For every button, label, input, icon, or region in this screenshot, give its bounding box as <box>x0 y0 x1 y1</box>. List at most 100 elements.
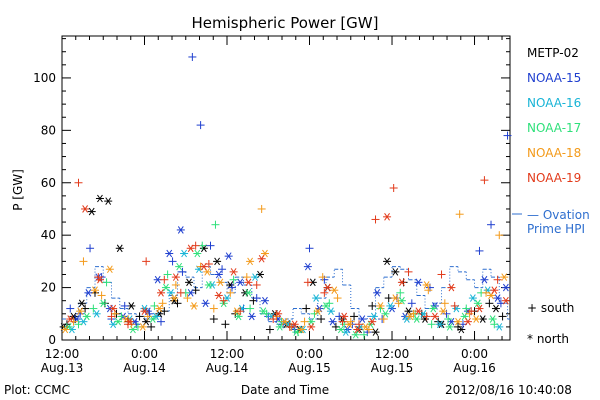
north-point <box>480 275 489 284</box>
north-point <box>414 307 423 315</box>
north-point <box>244 278 253 287</box>
star-d2 <box>194 249 201 258</box>
plot-frame <box>61 35 511 341</box>
north-point <box>176 226 185 234</box>
star-d2 <box>130 325 136 334</box>
south-point <box>142 257 151 266</box>
north-point <box>125 317 134 326</box>
south-point <box>89 304 98 313</box>
south-point <box>427 320 436 329</box>
north-point <box>105 265 114 274</box>
south-point <box>143 312 152 321</box>
north-point <box>203 268 212 276</box>
star-d2 <box>496 323 503 331</box>
north-point <box>439 307 448 315</box>
north-point <box>216 278 225 287</box>
south-point <box>160 275 169 284</box>
north-point <box>66 315 75 323</box>
star-d2 <box>479 315 486 323</box>
north-point <box>257 254 266 263</box>
north-point <box>454 317 463 326</box>
star-d2 <box>448 317 455 326</box>
star-d2 <box>362 323 369 331</box>
star-d2 <box>399 278 405 287</box>
north-point <box>353 325 362 334</box>
south-point <box>422 312 431 321</box>
star-d2 <box>187 289 194 297</box>
north-point <box>204 281 213 289</box>
south-point <box>176 288 185 297</box>
star-d2 <box>455 317 461 326</box>
south-point <box>359 330 368 339</box>
legend-entry: NOAA-18 <box>527 146 581 160</box>
star-d2 <box>491 286 498 294</box>
star-d2 <box>141 307 148 315</box>
north-point <box>104 197 113 205</box>
south-point <box>211 220 220 229</box>
south-point <box>467 307 476 316</box>
star-d2 <box>384 213 390 221</box>
north-point <box>490 286 499 294</box>
north-point <box>81 205 90 213</box>
north-point <box>383 257 392 266</box>
star-d2 <box>489 315 496 323</box>
south-point <box>389 184 398 192</box>
star-d2 <box>276 323 283 331</box>
north-point <box>383 213 392 221</box>
north-point <box>155 304 164 313</box>
y-tick-label: 60 <box>41 176 56 190</box>
star-d2 <box>473 315 480 323</box>
south-point <box>480 176 489 185</box>
star-d2 <box>201 262 207 271</box>
south-point <box>79 257 88 266</box>
north-point <box>170 294 179 302</box>
star-d2 <box>158 289 164 297</box>
north-point <box>371 328 380 336</box>
north-point <box>190 302 199 310</box>
north-point <box>171 273 180 281</box>
south-point <box>178 267 187 276</box>
y-tick-label: 80 <box>41 123 56 137</box>
star-d2 <box>171 294 178 302</box>
north-point <box>180 249 189 258</box>
star-d2 <box>166 249 173 258</box>
north-point <box>61 325 70 334</box>
legend-model-line1: — Ovation <box>527 208 590 222</box>
north-point <box>386 302 395 310</box>
north-point <box>391 294 400 302</box>
star-d2 <box>176 262 183 271</box>
star-d2 <box>341 312 348 321</box>
south-point <box>196 121 205 130</box>
north-point <box>229 268 238 276</box>
south-point <box>300 317 309 326</box>
star-d2 <box>329 317 336 326</box>
star-d2 <box>384 257 390 266</box>
north-point <box>358 315 367 323</box>
south-point <box>209 304 218 313</box>
star-d2 <box>156 304 163 313</box>
star-d2 <box>237 278 244 287</box>
north-point <box>373 289 382 297</box>
x-tick-date: Aug.14 <box>206 361 249 375</box>
north-point <box>307 323 316 331</box>
south-point <box>226 288 235 297</box>
star-d2 <box>225 252 232 260</box>
south-point <box>487 220 496 229</box>
star-d2 <box>502 296 509 305</box>
south-point <box>404 267 413 276</box>
north-point <box>161 283 170 292</box>
star-d2 <box>291 320 298 329</box>
star-d2 <box>346 320 353 329</box>
star-d2 <box>309 278 316 287</box>
south-point <box>407 299 416 308</box>
star-d2 <box>258 254 265 263</box>
south-point <box>188 52 197 61</box>
footer-plot-credit: Plot: CCMC <box>4 383 70 397</box>
north-point <box>224 252 233 260</box>
north-point <box>369 312 378 321</box>
north-point <box>275 323 284 331</box>
north-point <box>280 317 289 326</box>
star-d2 <box>116 244 123 253</box>
star-d2 <box>106 265 113 274</box>
south-point <box>120 301 129 310</box>
